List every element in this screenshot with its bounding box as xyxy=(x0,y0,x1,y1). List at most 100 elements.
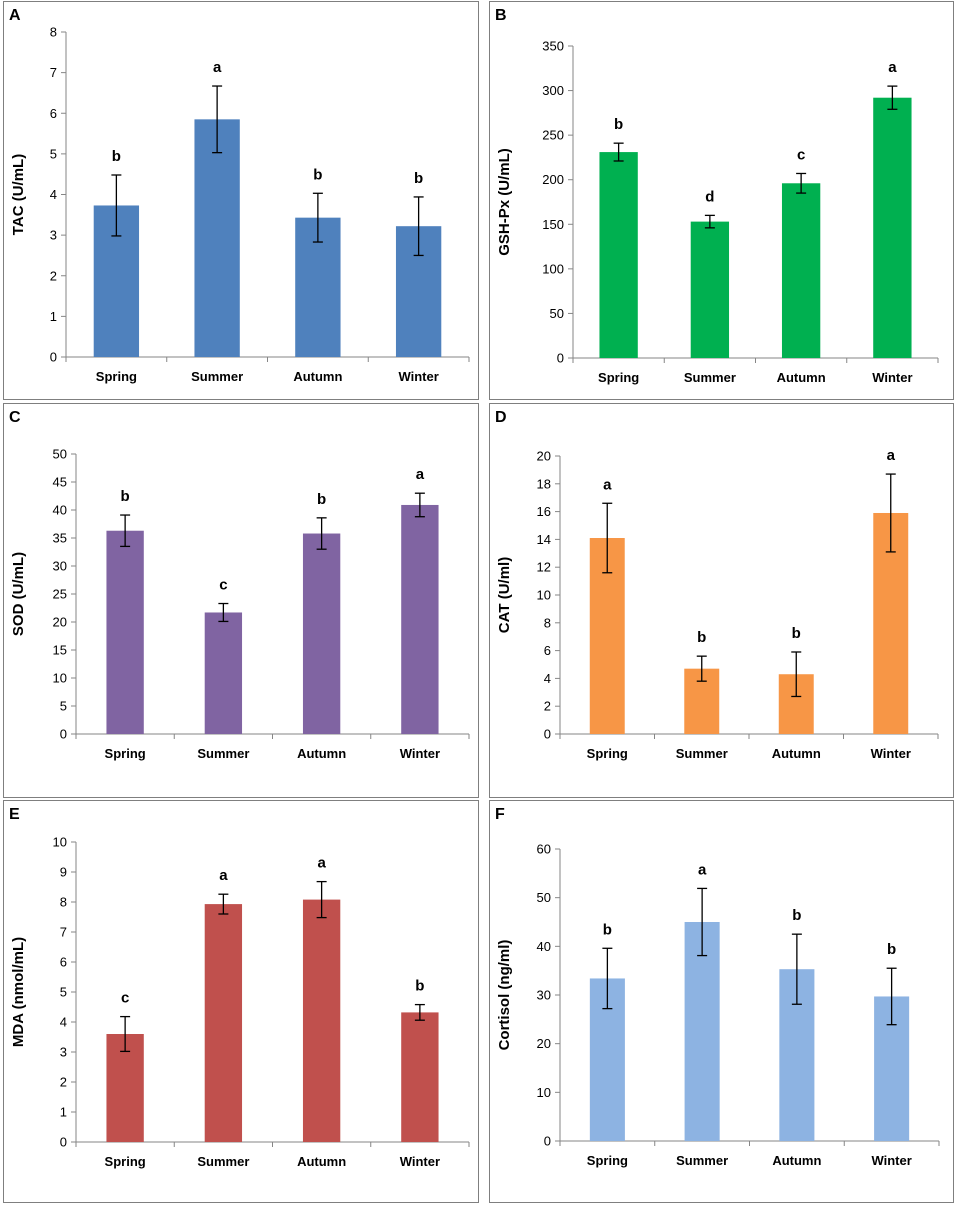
significance-letter: a xyxy=(888,59,897,76)
y-tick-label: 40 xyxy=(53,503,67,518)
y-tick-label: 9 xyxy=(60,865,67,880)
significance-letter: b xyxy=(792,907,801,924)
bar-summer xyxy=(690,221,730,358)
y-tick-label: 2 xyxy=(544,699,551,714)
panel-letter: B xyxy=(495,7,507,24)
y-tick-label: 200 xyxy=(542,172,564,187)
y-tick-label: 6 xyxy=(544,643,551,658)
chart-svg: F 0 10 20 30 40 50 60 Cortisol (ng/ml) b Spring a Su… xyxy=(495,806,940,1168)
panel-e: E 0 1 2 3 4 5 6 7 8 9 10 MDA (nmol/mL) c Spring a Summer… xyxy=(3,800,479,1203)
y-tick-label: 2 xyxy=(50,268,57,283)
y-tick-label: 14 xyxy=(537,532,551,547)
x-category-label: Autumn xyxy=(297,746,346,761)
y-tick-label: 1 xyxy=(50,309,57,324)
bar-summer xyxy=(684,922,720,1141)
y-tick-label: 16 xyxy=(537,504,551,519)
significance-letter: a xyxy=(219,867,228,884)
y-tick-label: 10 xyxy=(53,671,67,686)
y-tick-label: 0 xyxy=(60,727,67,742)
significance-letter: a xyxy=(416,466,425,483)
y-tick-label: 7 xyxy=(60,925,67,940)
y-tick-label: 2 xyxy=(60,1075,67,1090)
significance-letter: b xyxy=(792,625,801,642)
significance-letter: b xyxy=(121,488,130,505)
y-tick-label: 5 xyxy=(50,146,57,161)
bar-winter xyxy=(401,1012,439,1142)
y-tick-label: 15 xyxy=(53,643,67,658)
y-tick-label: 0 xyxy=(557,351,564,366)
panel-f: F 0 10 20 30 40 50 60 Cortisol (ng/ml) b Spring a Su… xyxy=(489,800,954,1203)
y-tick-label: 60 xyxy=(537,842,551,857)
x-category-label: Autumn xyxy=(297,1154,346,1169)
x-category-label: Autumn xyxy=(772,1153,821,1168)
y-axis-title: Cortisol (ng/ml) xyxy=(496,940,513,1051)
chart-svg: E 0 1 2 3 4 5 6 7 8 9 10 MDA (nmol/mL) c Spring a Summer… xyxy=(9,806,470,1169)
panel-letter: A xyxy=(9,7,21,24)
y-tick-label: 4 xyxy=(60,1015,67,1030)
significance-letter: b xyxy=(603,921,612,938)
panel-letter: F xyxy=(495,806,505,823)
y-tick-label: 10 xyxy=(53,835,67,850)
chart-svg: D 0 2 4 6 8 10 12 14 16 18 20 CAT (U/ml) a Spring b Summ… xyxy=(495,409,939,761)
x-category-label: Spring xyxy=(587,1153,628,1168)
y-tick-label: 3 xyxy=(60,1045,67,1060)
y-axis-title: MDA (nmol/mL) xyxy=(10,937,27,1047)
bar-summer xyxy=(204,612,243,734)
y-tick-label: 10 xyxy=(537,1085,551,1100)
x-category-label: Winter xyxy=(872,370,912,385)
y-tick-label: 350 xyxy=(542,39,564,54)
y-tick-label: 20 xyxy=(537,1036,551,1051)
panel-b: B 0 50 100 150 200 250 300 350 GSH-Px (U/mL) b Spri… xyxy=(489,1,954,400)
significance-letter: a xyxy=(213,59,222,76)
y-tick-label: 6 xyxy=(60,955,67,970)
bar-autumn xyxy=(302,899,341,1142)
y-tick-label: 100 xyxy=(542,261,564,276)
panel-letter: E xyxy=(9,806,20,823)
y-tick-label: 5 xyxy=(60,699,67,714)
significance-letter: b xyxy=(887,941,896,958)
panel-letter: C xyxy=(9,409,21,426)
y-tick-label: 1 xyxy=(60,1105,67,1120)
y-tick-label: 4 xyxy=(50,187,57,202)
significance-letter: d xyxy=(705,188,714,205)
significance-letter: b xyxy=(313,166,322,183)
significance-letter: b xyxy=(112,148,121,165)
x-category-label: Autumn xyxy=(293,369,342,384)
significance-letter: c xyxy=(219,577,227,594)
y-axis-title: SOD (U/mL) xyxy=(10,552,27,636)
bar-summer xyxy=(194,119,240,357)
x-category-label: Spring xyxy=(105,1154,146,1169)
y-tick-label: 12 xyxy=(537,560,551,575)
x-category-label: Winter xyxy=(400,1154,440,1169)
significance-letter: b xyxy=(614,116,623,133)
y-tick-label: 0 xyxy=(60,1135,67,1150)
y-tick-label: 3 xyxy=(50,228,57,243)
significance-letter: a xyxy=(887,447,896,464)
y-axis-title: TAC (U/mL) xyxy=(10,154,27,235)
y-tick-label: 7 xyxy=(50,65,57,80)
x-category-label: Autumn xyxy=(777,370,826,385)
x-category-label: Winter xyxy=(871,746,911,761)
y-tick-label: 6 xyxy=(50,106,57,121)
y-tick-label: 35 xyxy=(53,531,67,546)
y-tick-label: 4 xyxy=(544,671,551,686)
y-tick-label: 50 xyxy=(537,890,551,905)
y-tick-label: 8 xyxy=(60,895,67,910)
bar-spring xyxy=(599,152,638,358)
significance-letter: b xyxy=(415,978,424,995)
significance-letter: a xyxy=(698,861,707,878)
panel-d: D 0 2 4 6 8 10 12 14 16 18 20 CAT (U/ml) a Spring b Summ… xyxy=(489,403,954,798)
panel-c: C 0 5 10 15 20 25 30 35 40 45 50 SOD (U/mL) b Spring c S… xyxy=(3,403,479,798)
x-category-label: Summer xyxy=(191,369,243,384)
x-category-label: Autumn xyxy=(772,746,821,761)
y-tick-label: 30 xyxy=(53,559,67,574)
x-category-label: Spring xyxy=(587,746,628,761)
y-tick-label: 10 xyxy=(537,588,551,603)
y-tick-label: 18 xyxy=(537,476,551,491)
x-category-label: Winter xyxy=(871,1153,911,1168)
bar-winter xyxy=(873,97,912,359)
y-tick-label: 50 xyxy=(53,447,67,462)
x-category-label: Spring xyxy=(598,370,639,385)
significance-letter: b xyxy=(317,491,326,508)
